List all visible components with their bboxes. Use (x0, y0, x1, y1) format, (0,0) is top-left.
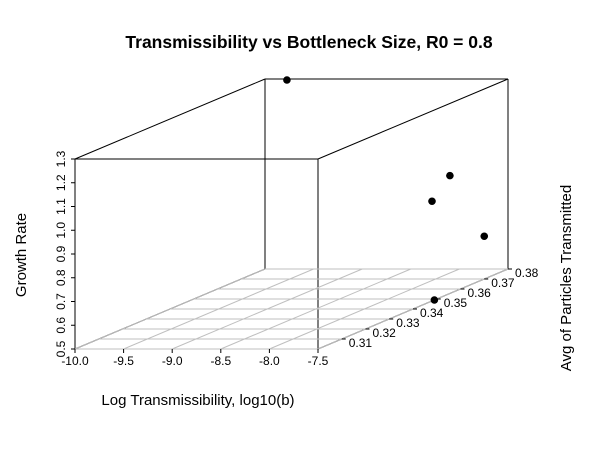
box-edge (74, 78, 266, 160)
data-point (428, 197, 436, 206)
data-point (283, 76, 291, 84)
chart-title: Transmissibility vs Bottleneck Size, R0 … (125, 32, 492, 52)
axis-ticks: -10.0 -9.5 -9.0 -8.5 -8.0 -7.50.310.320.330.3… (54, 150, 539, 368)
x-tick-label: -10.0 (61, 354, 89, 368)
y-tick-label: 0.31 (349, 336, 373, 350)
y-axis-label: Avg of Particles Transmitted (558, 185, 575, 371)
x-tick-label: -8.5 (210, 354, 231, 368)
y-tick-label: 0.36 (468, 286, 492, 300)
z-tick-label: 0.5 (54, 340, 68, 357)
z-tick-label: 1.2 (54, 174, 68, 191)
x-tick-label: -9.0 (162, 354, 183, 368)
z-tick-label: 0.7 (54, 293, 68, 310)
y-tick-label: 0.33 (396, 316, 420, 330)
x-tick-label: -9.5 (113, 354, 134, 368)
y-tick-label: 0.32 (373, 326, 397, 340)
y-tick-label: 0.35 (444, 296, 468, 310)
x-tick-label: -7.5 (308, 354, 329, 368)
data-point (430, 296, 439, 304)
y-tick-label: 0.37 (491, 276, 515, 290)
y-tick-label: 0.34 (420, 306, 444, 320)
box-edge (317, 78, 509, 160)
z-tick-label: 0.9 (54, 245, 68, 262)
z-tick-label: 1.3 (54, 150, 68, 167)
z-tick-label: 0.6 (54, 317, 68, 334)
x-axis-label: Log Transmissibility, log10(b) (101, 392, 294, 409)
data-point (480, 232, 489, 241)
data-point (446, 171, 454, 180)
y-tick-label: 0.38 (515, 266, 539, 280)
z-tick-label: 1.0 (54, 222, 68, 239)
data-points (283, 76, 489, 304)
z-tick-label: 1.1 (54, 198, 68, 215)
x-tick-label: -8.0 (259, 354, 280, 368)
z-tick-label: 0.8 (54, 269, 68, 286)
z-axis-label: Growth Rate (13, 213, 30, 297)
